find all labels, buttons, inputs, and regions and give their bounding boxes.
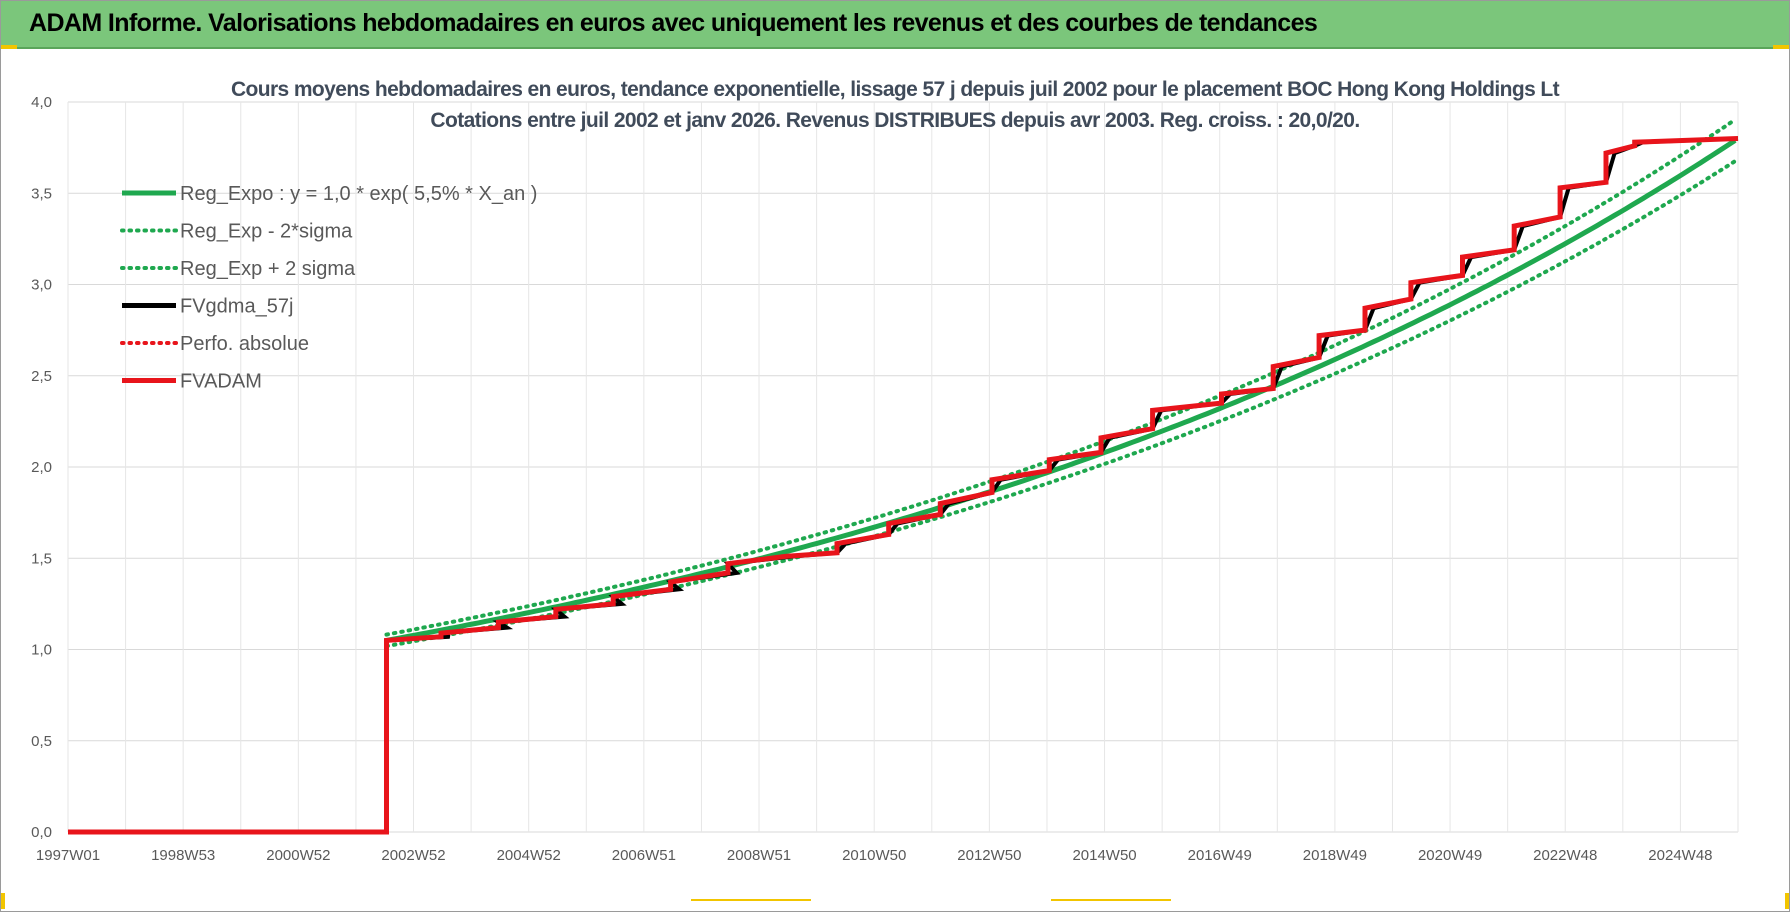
legend-entry: FVADAM [180, 371, 262, 393]
y-tick-label: 2,0 [31, 459, 52, 476]
y-tick-label: 2,5 [31, 368, 52, 385]
x-tick-label: 1997W01 [36, 847, 100, 864]
corner-marker-top-left [1, 45, 17, 49]
x-tick-label: 2000W52 [266, 847, 330, 864]
x-tick-label: 2024W48 [1648, 847, 1712, 864]
legend-entry: Reg_Exp + 2 sigma [180, 258, 356, 280]
chart-title-line-1: Cours moyens hebdomadaires en euros, ten… [230, 78, 1560, 101]
legend-entry: Reg_Expo : y = 1,0 * exp( 5,5% * X_an ) [180, 183, 537, 205]
x-tick-label: 2008W51 [727, 847, 791, 864]
corner-marker-top-right [1773, 45, 1789, 49]
legend: Reg_Expo : y = 1,0 * exp( 5,5% * X_an ) R… [120, 183, 537, 393]
series-reg-exp-plus-2sigma [384, 117, 1738, 637]
gridlines [67, 101, 1739, 833]
chart-title: Cours moyens hebdomadaires en euros, ten… [200, 74, 1590, 136]
x-tick-label: 2006W51 [612, 847, 676, 864]
x-tick-label: 2002W52 [381, 847, 445, 864]
x-tick-label: 2004W52 [497, 847, 561, 864]
x-tick-label: 2018W49 [1303, 847, 1367, 864]
corner-marker-bottom-left [1, 893, 5, 909]
bottom-marker-1 [691, 899, 811, 901]
bottom-marker-2 [1051, 899, 1171, 901]
y-tick-label: 3,0 [31, 277, 52, 294]
chart-title-line-2: Cotations entre juil 2002 et janv 2026. … [430, 109, 1360, 132]
x-tick-label: 1998W53 [151, 847, 215, 864]
legend-entry: Perfo. absolue [180, 333, 309, 355]
legend-entry: Reg_Exp - 2*sigma [180, 221, 353, 243]
series-reg-exp-minus-2sigma [384, 159, 1738, 649]
x-tick-label: 2020W49 [1418, 847, 1482, 864]
series-fvgdma-57j [68, 136, 1739, 834]
y-axis-ticks: 0,0 0,5 1,0 1,5 2,0 2,5 3,0 3,5 4,0 [31, 94, 52, 841]
y-tick-label: 1,0 [31, 642, 52, 659]
y-tick-label: 3,5 [31, 185, 52, 202]
y-tick-label: 1,5 [31, 550, 52, 567]
series-reg-expo [386, 138, 1737, 643]
x-tick-label: 2012W50 [957, 847, 1021, 864]
legend-entry: FVgdma_57j [180, 296, 293, 318]
x-tick-label: 2016W49 [1188, 847, 1252, 864]
series-fvadam [68, 136, 1739, 835]
x-tick-label: 2010W50 [842, 847, 906, 864]
y-tick-label: 4,0 [31, 94, 52, 111]
x-tick-label: 2022W48 [1533, 847, 1597, 864]
series-group [68, 117, 1739, 835]
page-title: ADAM Informe. Valorisations hebdomadaire… [29, 9, 1318, 37]
y-tick-label: 0,5 [31, 733, 52, 750]
y-tick-label: 0,0 [31, 824, 52, 841]
corner-marker-bottom-right [1785, 893, 1789, 909]
header-bar: ADAM Informe. Valorisations hebdomadaire… [1, 1, 1789, 49]
x-axis-ticks: 1997W01 1998W53 2000W52 2002W52 2004W52 2006W… [36, 847, 1713, 864]
x-tick-label: 2014W50 [1072, 847, 1136, 864]
